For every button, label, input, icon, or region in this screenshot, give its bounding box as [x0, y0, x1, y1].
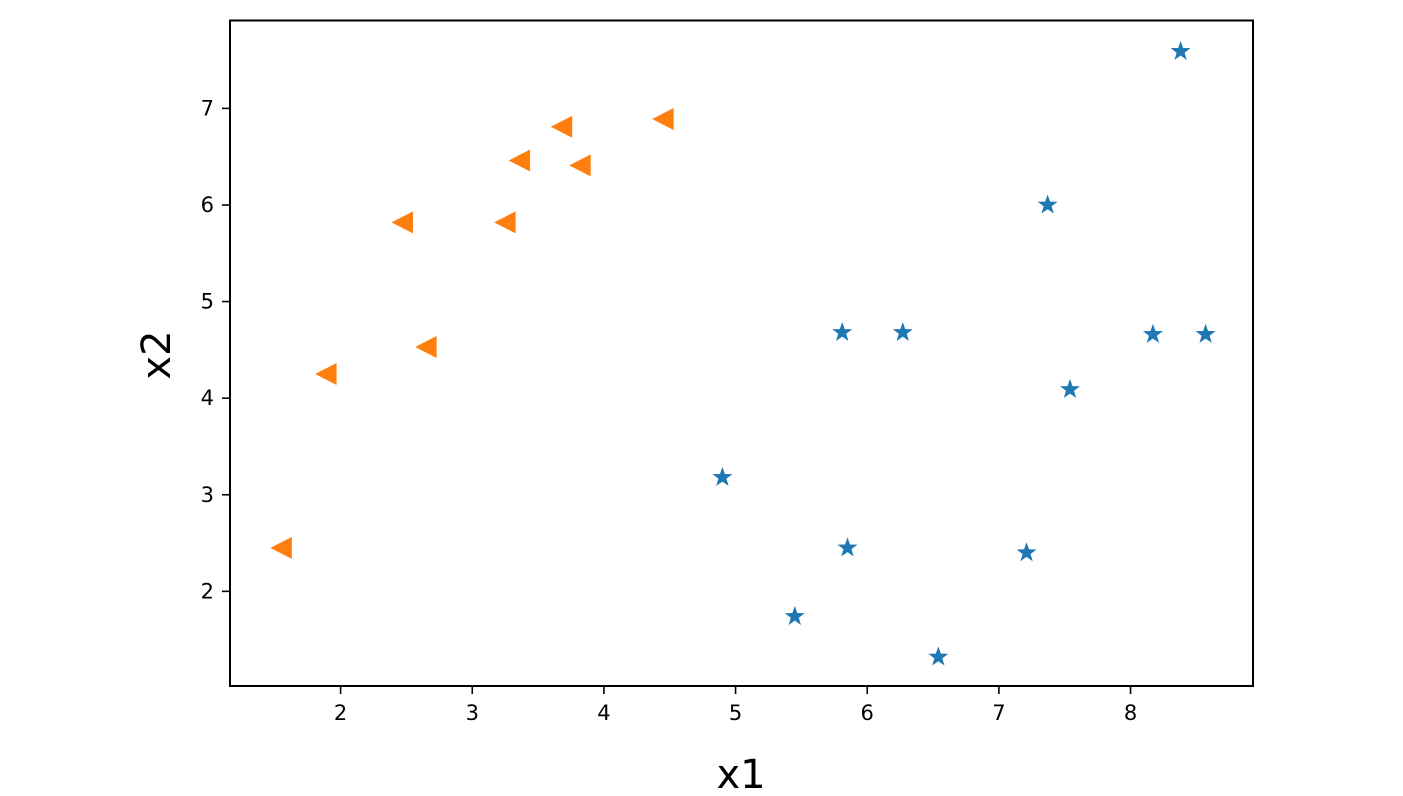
x-tick-label: 5 — [729, 701, 742, 725]
x-tick-label: 2 — [334, 701, 347, 725]
star-marker — [1142, 323, 1163, 343]
y-tick-label: 4 — [201, 386, 214, 410]
triangle-left-marker — [652, 108, 674, 131]
star-marker — [892, 321, 913, 341]
y-tick-label: 7 — [201, 96, 214, 120]
y-axis-label: x2 — [134, 330, 180, 379]
star-marker — [832, 321, 853, 341]
star-marker — [1016, 542, 1037, 562]
y-axis-ticks: 2 3 4 5 6 7 — [201, 96, 230, 603]
plot-frame — [229, 19, 1254, 687]
triangle-left-marker — [391, 211, 413, 234]
triangle-left-marker — [494, 211, 516, 234]
x-tick-label: 6 — [861, 701, 874, 725]
y-tick-label: 5 — [201, 290, 214, 314]
triangle-left-marker — [270, 536, 292, 559]
triangle-left-marker — [415, 335, 437, 358]
triangle-left-marker — [508, 149, 531, 172]
x-axis-label: x1 — [716, 752, 765, 796]
star-marker — [1060, 378, 1080, 398]
x-tick-label: 4 — [597, 701, 610, 725]
star-marker — [837, 537, 858, 557]
star-marker — [784, 605, 805, 625]
y-tick-label: 3 — [201, 483, 214, 507]
star-marker — [928, 646, 949, 666]
x-axis-ticks: 2 3 4 5 6 7 8 — [334, 686, 1137, 725]
y-tick-label: 2 — [201, 579, 214, 603]
x-tick-label: 8 — [1124, 701, 1137, 725]
triangle-left-marker — [315, 363, 337, 386]
x-tick-label: 7 — [992, 701, 1005, 725]
star-marker — [1037, 194, 1058, 214]
star-marker — [1170, 40, 1191, 60]
data-markers — [270, 40, 1216, 666]
y-tick-label: 6 — [201, 193, 214, 217]
star-marker — [712, 466, 733, 486]
star-marker — [1195, 323, 1216, 343]
triangle-left-marker — [569, 154, 591, 177]
x-tick-label: 3 — [466, 701, 479, 725]
triangle-left-marker — [550, 115, 573, 138]
